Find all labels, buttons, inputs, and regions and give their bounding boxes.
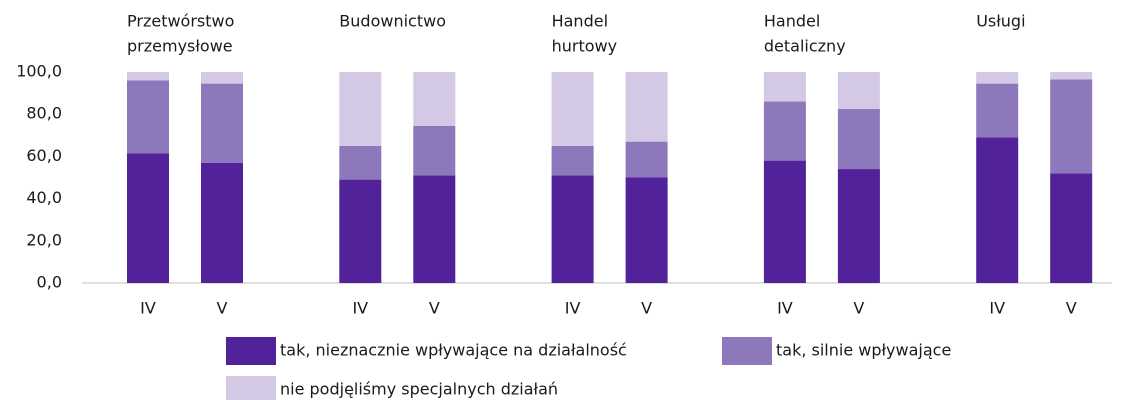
bar-segment (551, 145, 594, 176)
x-tick-label: IV (989, 299, 1005, 318)
bar-segment (201, 162, 243, 283)
y-tick-label: 80,0 (26, 104, 62, 123)
bar-segment (763, 72, 806, 102)
bar-segment (127, 153, 169, 283)
legend-label: tak, nieznacznie wpływające na działalno… (280, 341, 627, 360)
x-tick-label: IV (777, 299, 793, 318)
bar-segment (837, 108, 880, 170)
y-tick-label: 0,0 (37, 273, 62, 292)
bar-segment (625, 141, 668, 178)
bar-segment (1050, 79, 1093, 174)
bar-segment (127, 80, 169, 154)
bar-segment (413, 175, 456, 283)
bar-segment (201, 72, 243, 84)
x-tick-label: V (217, 299, 228, 318)
bar-segment (976, 72, 1019, 84)
bar-segment (837, 72, 880, 109)
x-tick-label: V (429, 299, 440, 318)
bar-segment (413, 125, 456, 176)
x-tick-label: V (641, 299, 652, 318)
y-tick-label: 60,0 (26, 146, 62, 165)
group-label: przemysłowe (127, 37, 233, 56)
bar-segment (127, 72, 169, 81)
bar-segment (201, 83, 243, 163)
bar-segment (551, 175, 594, 283)
bar-segment (339, 72, 382, 146)
legend-swatch (226, 376, 276, 400)
bar-segment (625, 177, 668, 283)
y-tick-label: 20,0 (26, 230, 62, 249)
group-label: detaliczny (764, 37, 846, 56)
x-tick-label: IV (352, 299, 368, 318)
group-label: Przetwórstwo (127, 12, 234, 31)
bar-segment (763, 160, 806, 283)
bar-segment (1050, 72, 1093, 80)
x-tick-label: V (853, 299, 864, 318)
y-tick-label: 40,0 (26, 188, 62, 207)
bar-segment (339, 179, 382, 283)
bar-segment (1050, 173, 1093, 283)
bar-segment (339, 145, 382, 180)
bar-segment (551, 72, 594, 146)
group-label: hurtowy (552, 37, 617, 56)
x-tick-label: IV (565, 299, 581, 318)
x-tick-label: V (1066, 299, 1077, 318)
x-tick-label: IV (140, 299, 156, 318)
bar-segment (413, 72, 456, 126)
group-label: Handel (552, 12, 608, 31)
bar-segment (625, 72, 668, 142)
legend-swatch (226, 337, 276, 365)
bar-segment (837, 169, 880, 283)
legend-label: tak, silnie wpływające (776, 341, 951, 360)
group-label: Usługi (976, 12, 1025, 31)
group-label: Handel (764, 12, 820, 31)
legend-swatch (722, 337, 772, 365)
group-label: Budownictwo (339, 12, 446, 31)
bar-segment (763, 101, 806, 161)
bar-segment (976, 83, 1019, 138)
legend-label: nie podjęliśmy specjalnych działań (280, 380, 558, 399)
bar-segment (976, 137, 1019, 283)
y-tick-label: 100,0 (16, 62, 62, 81)
